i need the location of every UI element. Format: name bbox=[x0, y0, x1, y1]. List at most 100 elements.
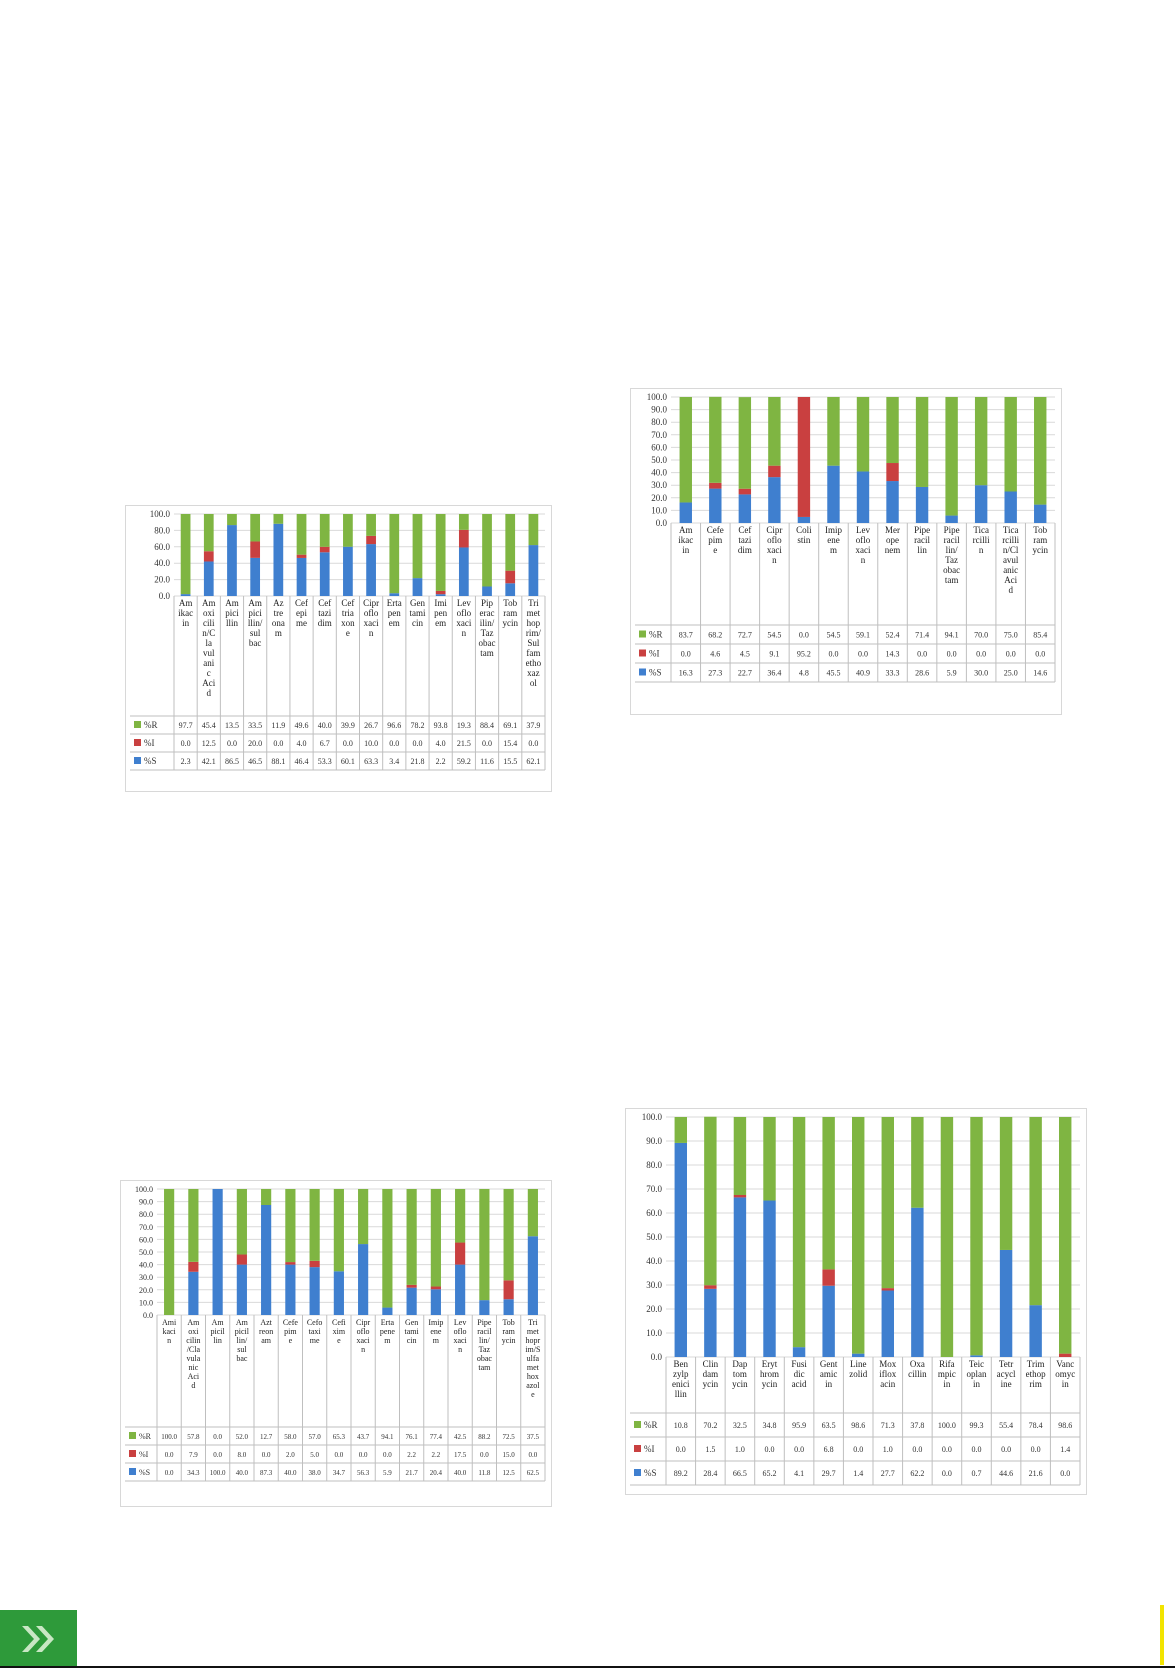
category-label: Lev oflo xaci n bbox=[856, 525, 871, 565]
table-cell-value: 52.0 bbox=[236, 1433, 249, 1441]
bar-segment bbox=[261, 1205, 272, 1315]
y-tick-label: 10.0 bbox=[651, 505, 667, 515]
category-label: Rifa mpic in bbox=[938, 1359, 956, 1389]
table-cell-value: 71.3 bbox=[881, 1421, 895, 1430]
bar-segment bbox=[455, 1264, 466, 1315]
table-cell-value: 0.0 bbox=[359, 1451, 368, 1459]
table-cell-value: 95.2 bbox=[797, 650, 811, 659]
legend-swatch bbox=[134, 721, 141, 728]
category-label: Pipe racil lin/Taz obac tam bbox=[943, 525, 960, 585]
bar-segment bbox=[358, 1244, 369, 1315]
bar-segment bbox=[236, 1254, 247, 1265]
table-cell-value: 78.2 bbox=[410, 721, 424, 730]
table-cell-value: 19.3 bbox=[457, 721, 471, 730]
category-label: Cef tria xon e bbox=[341, 598, 355, 638]
bar-segment bbox=[366, 514, 376, 536]
bar-segment bbox=[406, 1287, 417, 1315]
bar-segment bbox=[709, 482, 722, 489]
y-tick-label: 30.0 bbox=[646, 1280, 662, 1290]
bar-segment bbox=[822, 1269, 835, 1286]
table-cell-value: 3.4 bbox=[389, 757, 399, 766]
table-cell-value: 65.3 bbox=[333, 1433, 346, 1441]
table-cell-value: 0.0 bbox=[389, 739, 399, 748]
y-tick-label: 0.0 bbox=[143, 1311, 153, 1320]
bar-segment bbox=[1004, 491, 1017, 523]
legend-label: %I bbox=[644, 1444, 655, 1454]
bar-segment bbox=[285, 1189, 296, 1263]
category-label: Teic oplan in bbox=[967, 1359, 987, 1389]
table-cell-value: 10.0 bbox=[364, 739, 378, 748]
table-cell-value: 11.6 bbox=[480, 757, 494, 766]
y-tick-label: 70.0 bbox=[139, 1223, 153, 1232]
bar-segment bbox=[704, 1116, 717, 1286]
bar-segment bbox=[679, 502, 692, 523]
bar-segment bbox=[733, 1195, 747, 1198]
table-cell-value: 56.3 bbox=[357, 1469, 370, 1477]
bar-segment bbox=[296, 557, 307, 596]
bar-segment bbox=[412, 514, 423, 579]
bar-segment bbox=[333, 1189, 344, 1272]
table-cell-value: 66.5 bbox=[733, 1469, 747, 1478]
legend-label: %R bbox=[649, 630, 663, 640]
table-cell-value: 0.0 bbox=[1001, 1445, 1011, 1454]
table-cell-value: 62.5 bbox=[527, 1469, 540, 1477]
bar-segment bbox=[273, 523, 284, 596]
table-cell-value: 37.8 bbox=[910, 1421, 924, 1430]
bar-segment bbox=[285, 1264, 296, 1315]
bar-segment bbox=[430, 1189, 441, 1287]
bar-segment bbox=[479, 1189, 490, 1301]
bar-segment bbox=[915, 397, 929, 487]
table-cell-value: 40.0 bbox=[454, 1469, 467, 1477]
bar-segment bbox=[945, 397, 958, 516]
category-label: Lev oflo xaci n bbox=[453, 1318, 467, 1354]
table-cell-value: 14.6 bbox=[1033, 669, 1047, 678]
table-cell-value: 37.9 bbox=[526, 721, 540, 730]
table-cell-value: 0.0 bbox=[335, 1451, 344, 1459]
chart-3-svg: 0.0 10.0 20.0 30.0 40.0 50.0 60.0 70.0 80.0 90.0 1… bbox=[125, 1185, 546, 1482]
bar-segment bbox=[309, 1267, 320, 1315]
table-cell-value: 98.6 bbox=[851, 1421, 865, 1430]
table-cell-value: 1.4 bbox=[1060, 1445, 1070, 1454]
table-cell-value: 0.0 bbox=[942, 1445, 952, 1454]
footer-badge bbox=[0, 1610, 77, 1668]
category-label: Pip erac ilin/Taz obac tam bbox=[479, 598, 496, 658]
table-cell-value: 16.3 bbox=[679, 669, 693, 678]
category-label: Tica rcilli n/Cl avul anic Aci d bbox=[1002, 525, 1019, 595]
table-cell-value: 12.7 bbox=[260, 1433, 273, 1441]
table-cell-value: 12.5 bbox=[202, 739, 216, 748]
y-tick-label: 90.0 bbox=[646, 1136, 662, 1146]
table-cell-value: 30.0 bbox=[974, 669, 988, 678]
bar-segment bbox=[733, 1197, 747, 1357]
table-cell-value: 8.0 bbox=[238, 1451, 247, 1459]
y-tick-label: 80.0 bbox=[646, 1160, 662, 1170]
table-cell-value: 4.6 bbox=[710, 650, 720, 659]
legend-swatch bbox=[134, 757, 141, 764]
table-cell-value: 88.1 bbox=[271, 757, 285, 766]
category-label: Trim ethop rim bbox=[1026, 1359, 1046, 1389]
bar-segment bbox=[856, 471, 870, 523]
table-cell-value: 0.0 bbox=[528, 739, 538, 748]
table-cell-value: 0.0 bbox=[383, 1451, 392, 1459]
category-label: Tri met hopr im/S ulfa met hox azol e bbox=[525, 1318, 540, 1399]
bar-segment bbox=[763, 1200, 776, 1357]
bar-segment bbox=[768, 397, 781, 466]
table-cell-value: 0.0 bbox=[681, 650, 691, 659]
table-cell-value: 1.0 bbox=[883, 1445, 893, 1454]
category-label: Coli stin bbox=[796, 525, 812, 545]
y-tick-label: 20.0 bbox=[154, 575, 170, 585]
table-cell-value: 62.1 bbox=[526, 757, 540, 766]
legend-label: %I bbox=[139, 1450, 149, 1459]
bar-segment bbox=[915, 486, 929, 523]
bar-segment bbox=[679, 397, 692, 503]
category-label: Cipr oflo xaci n bbox=[356, 1318, 371, 1354]
bar-segment bbox=[455, 1242, 466, 1265]
